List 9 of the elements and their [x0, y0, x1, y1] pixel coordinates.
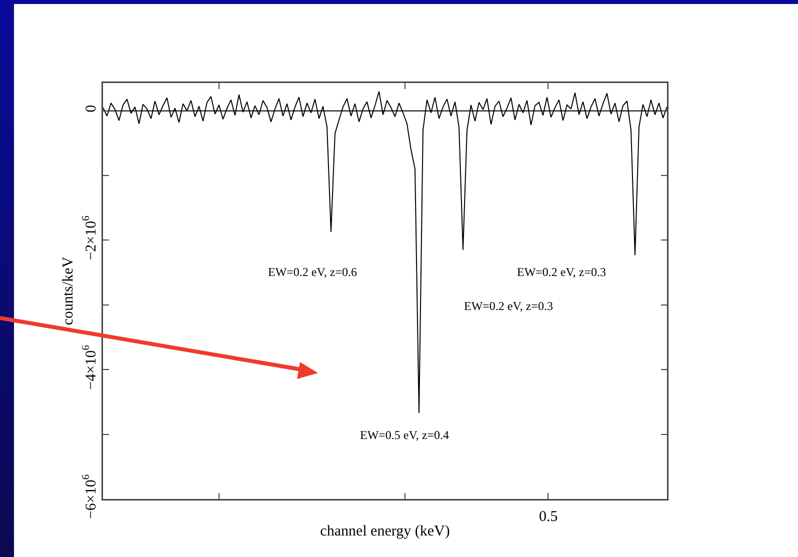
annotation: EW=0.2 eV, z=0.3	[517, 265, 606, 279]
y-axis-title: counts/keV	[60, 256, 77, 326]
y-tick-label: 0	[84, 104, 100, 112]
text: 0.5	[539, 509, 558, 525]
line-series	[103, 90, 667, 414]
x-axis-title: channel energy (keV)	[320, 523, 450, 540]
annotation: EW=0.2 eV, z=0.6	[268, 265, 357, 279]
annotation: EW=0.5 eV, z=0.4	[360, 428, 449, 442]
annotation: EW=0.2 eV, z=0.3	[464, 299, 553, 313]
